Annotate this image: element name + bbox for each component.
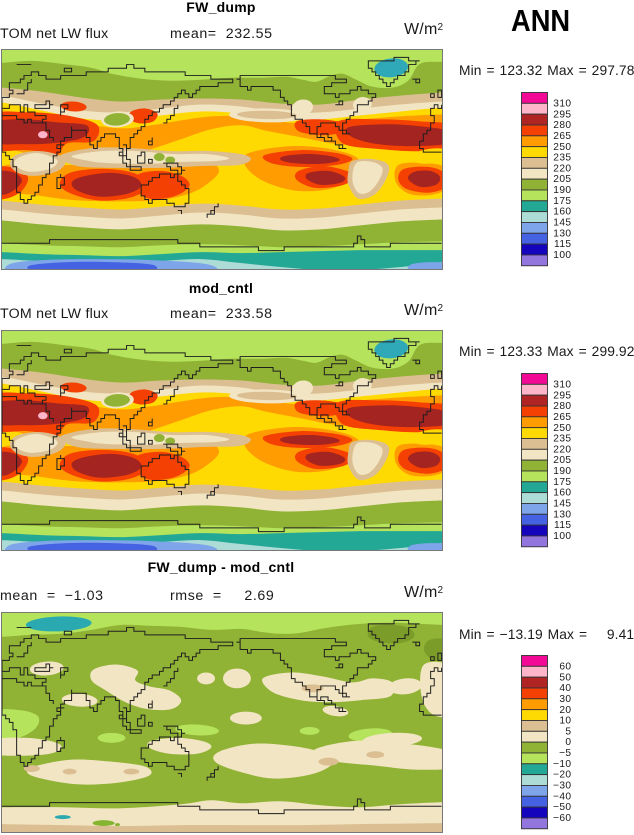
svg-text:60: 60: [559, 661, 571, 672]
svg-text:250: 250: [553, 142, 571, 153]
svg-text:265: 265: [553, 131, 571, 142]
svg-text:50: 50: [559, 672, 571, 683]
svg-text:280: 280: [553, 401, 571, 412]
svg-text:235: 235: [553, 434, 571, 445]
svg-text:280: 280: [553, 120, 571, 131]
svg-text:160: 160: [553, 488, 571, 499]
svg-text:265: 265: [553, 412, 571, 423]
svg-text:250: 250: [553, 423, 571, 434]
svg-text:190: 190: [553, 185, 571, 196]
svg-text:−30: −30: [553, 781, 571, 792]
svg-text:40: 40: [559, 683, 571, 694]
svg-text:115: 115: [554, 520, 571, 531]
svg-text:10: 10: [559, 716, 571, 727]
svg-text:295: 295: [553, 109, 571, 120]
svg-text:0: 0: [565, 737, 571, 748]
svg-text:−50: −50: [553, 802, 571, 813]
svg-text:145: 145: [553, 499, 571, 510]
svg-text:160: 160: [553, 207, 571, 218]
svg-text:175: 175: [553, 196, 571, 207]
svg-text:130: 130: [553, 228, 571, 239]
svg-text:205: 205: [553, 174, 571, 185]
svg-text:115: 115: [554, 239, 571, 250]
svg-text:190: 190: [553, 466, 571, 477]
svg-text:310: 310: [553, 379, 571, 390]
svg-text:100: 100: [553, 250, 571, 261]
svg-text:235: 235: [553, 153, 571, 164]
svg-text:5: 5: [565, 726, 571, 737]
svg-text:−60: −60: [553, 813, 571, 824]
svg-text:−5: −5: [559, 748, 571, 759]
svg-text:100: 100: [553, 531, 571, 542]
svg-text:130: 130: [553, 509, 571, 520]
svg-text:175: 175: [553, 477, 571, 488]
svg-text:145: 145: [553, 218, 571, 229]
svg-text:−20: −20: [553, 770, 571, 781]
svg-text:20: 20: [559, 705, 571, 716]
svg-text:310: 310: [553, 98, 571, 109]
svg-text:30: 30: [559, 694, 571, 705]
svg-text:295: 295: [553, 390, 571, 401]
svg-text:220: 220: [553, 163, 571, 174]
svg-text:−10: −10: [553, 759, 571, 770]
svg-text:220: 220: [553, 444, 571, 455]
svg-text:205: 205: [553, 455, 571, 466]
svg-text:−40: −40: [553, 791, 571, 802]
